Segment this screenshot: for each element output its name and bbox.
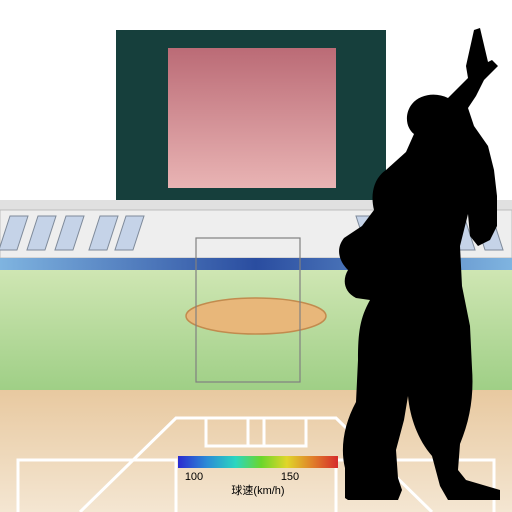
legend-tick: 150 (281, 471, 299, 483)
scoreboard-screen (168, 48, 336, 188)
pitchers-mound (186, 298, 326, 334)
legend-tick: 100 (185, 471, 203, 483)
legend-label: 球速(km/h) (231, 483, 284, 497)
speed-legend-bar (178, 456, 338, 468)
